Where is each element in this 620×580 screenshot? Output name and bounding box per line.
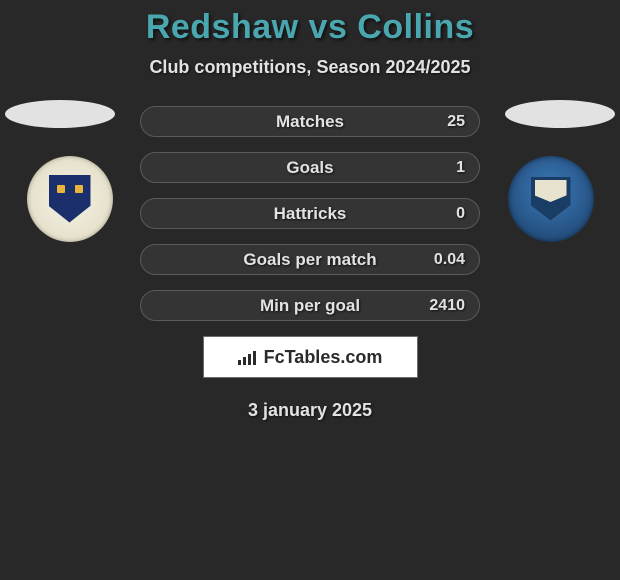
stat-value: 0.04 [434,251,465,269]
stat-label: Hattricks [274,204,347,224]
stat-label: Goals per match [243,250,376,270]
stat-row: Goals per match 0.04 [140,244,480,275]
player-marker-right [505,100,615,128]
club-badge-left [22,151,117,246]
date-label: 3 january 2025 [0,400,620,421]
comparison-card: Redshaw vs Collins Club competitions, Se… [0,0,620,580]
stat-label: Min per goal [260,296,360,316]
content-area: Matches 25 Goals 1 Hattricks 0 Goals per… [0,106,620,421]
club-badge-right-inner [508,156,594,242]
brand-label: FcTables.com [264,347,383,368]
chart-icon [238,349,258,365]
shield-icon [49,175,91,223]
stat-row: Hattricks 0 [140,198,480,229]
stat-row: Matches 25 [140,106,480,137]
club-badge-left-inner [27,156,113,242]
stat-row: Min per goal 2410 [140,290,480,321]
stat-value: 1 [456,159,465,177]
stat-label: Matches [276,112,344,132]
stat-value: 25 [447,113,465,131]
stat-value: 0 [456,205,465,223]
stat-row: Goals 1 [140,152,480,183]
page-subtitle: Club competitions, Season 2024/2025 [0,57,620,78]
shield-icon [531,177,571,221]
page-title: Redshaw vs Collins [0,8,620,47]
stat-label: Goals [286,158,333,178]
stat-value: 2410 [429,297,465,315]
club-badge-right [503,151,598,246]
player-marker-left [5,100,115,128]
brand-box: FcTables.com [203,336,418,378]
stats-list: Matches 25 Goals 1 Hattricks 0 Goals per… [140,106,480,321]
